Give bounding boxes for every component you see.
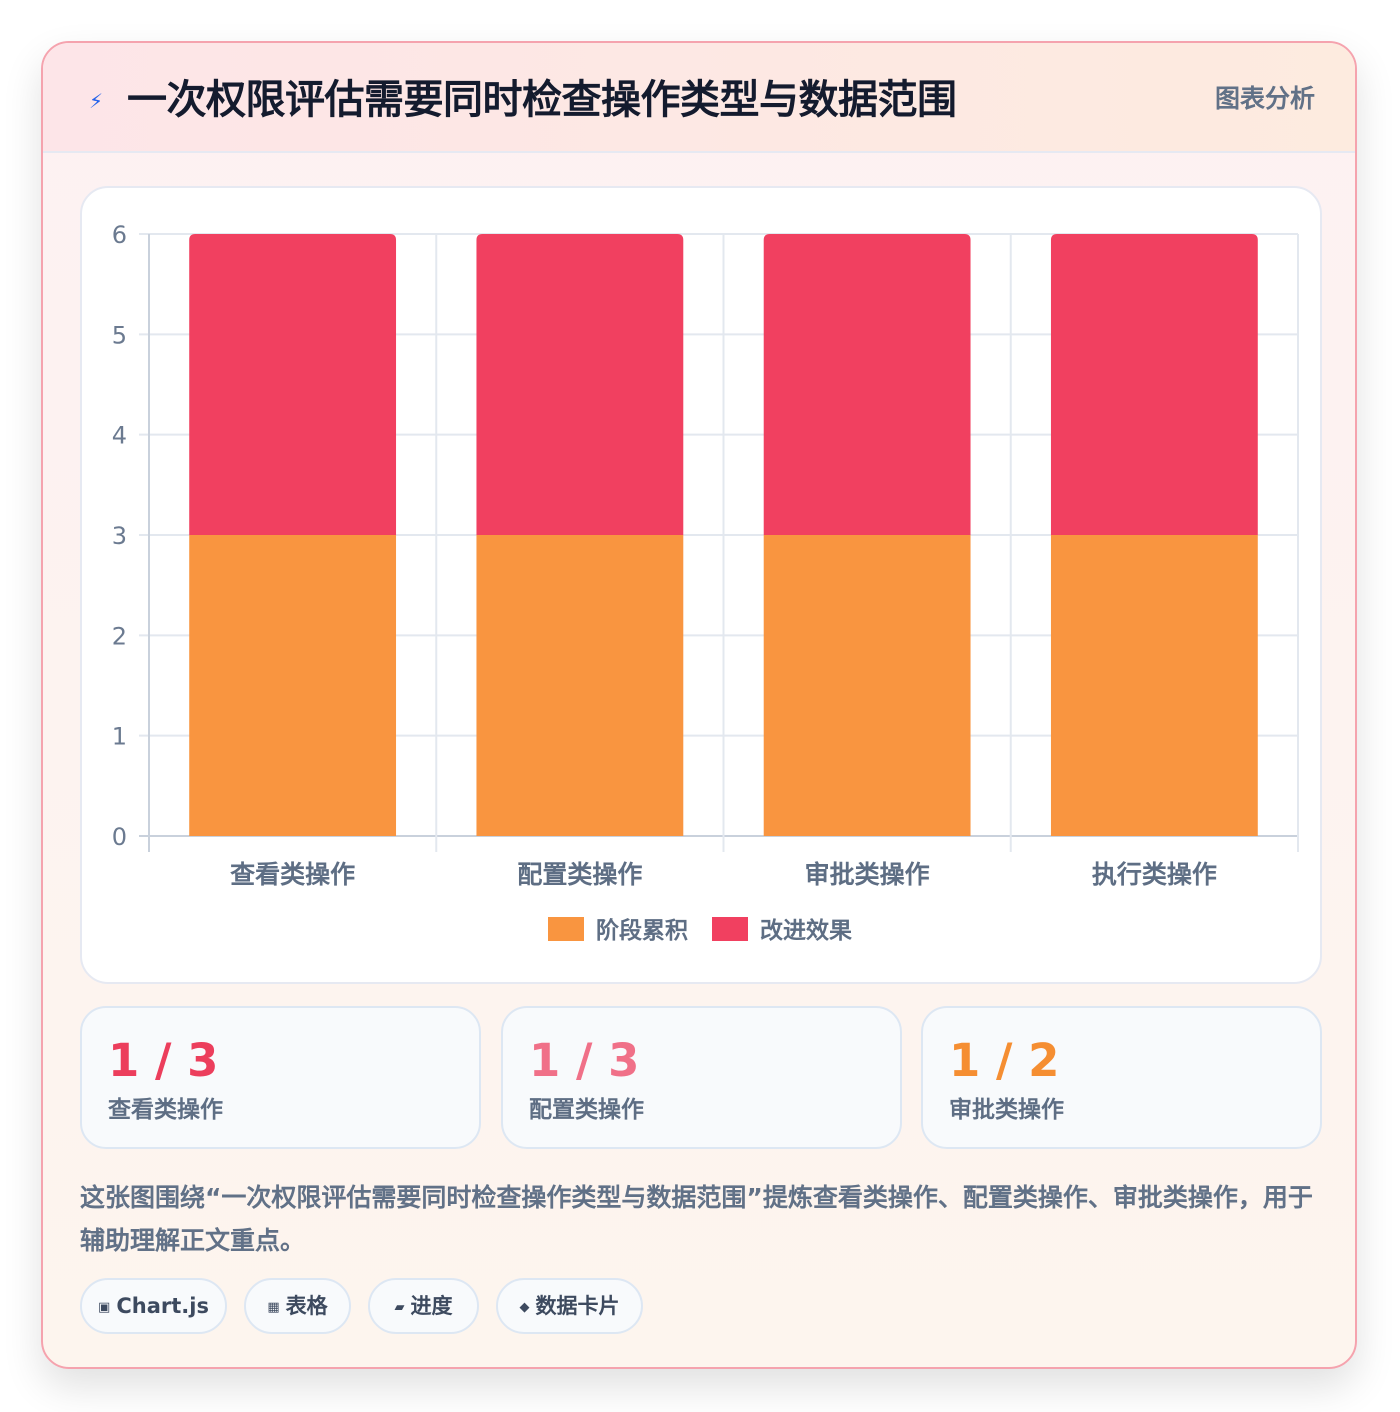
chart-icon: ▣ (98, 1300, 111, 1315)
chip-label: Chart.js (116, 1294, 209, 1318)
stat-label: 审批类操作 (949, 1097, 1064, 1123)
progress-icon: ▰ (394, 1300, 405, 1315)
x-tick-label: 执行类操作 (1092, 860, 1217, 889)
stat-value: 1 / 3 (108, 1034, 219, 1087)
stat-value: 1 / 2 (949, 1034, 1060, 1087)
bar-segment (189, 535, 397, 836)
bar-segment (1050, 535, 1258, 836)
lightning-icon: ⚡ (89, 89, 104, 113)
legend-label: 阶段累积 (596, 917, 688, 944)
chip-data-card[interactable]: ◆ 数据卡片 (496, 1278, 643, 1334)
page-title: 一次权限评估需要同时检查操作类型与数据范围 (127, 77, 957, 123)
chip-label: 表格 (285, 1294, 328, 1318)
y-tick-label: 4 (112, 422, 127, 450)
stat-label: 配置类操作 (529, 1097, 644, 1123)
legend-swatch (712, 917, 748, 941)
table-icon: ▦ (267, 1300, 280, 1315)
stat-card-1: 1 / 3 查看类操作 (80, 1006, 481, 1149)
legend-label: 改进效果 (760, 917, 852, 944)
chip-label: 数据卡片 (535, 1294, 620, 1318)
chart-description: 这张图围绕“一次权限评估需要同时检查操作类型与数据范围”提炼查看类操作、配置类操… (80, 1183, 1313, 1255)
y-tick-label: 6 (112, 221, 127, 249)
y-tick-label: 5 (112, 321, 127, 349)
bar-segment (476, 535, 684, 836)
chip-progress[interactable]: ▰ 进度 (368, 1278, 479, 1334)
y-tick-label: 1 (112, 723, 127, 751)
stat-card-3: 1 / 2 审批类操作 (921, 1006, 1322, 1149)
bar-segment (189, 234, 397, 535)
chart-card: ⚡ 一次权限评估需要同时检查操作类型与数据范围 图表分析 0 1 2 3 4 5 6 查看类操… (41, 41, 1357, 1369)
chip-table[interactable]: ▦ 表格 (244, 1278, 351, 1334)
y-tick-label: 2 (112, 622, 127, 650)
bar-segment (763, 234, 971, 535)
stat-card-2: 1 / 3 配置类操作 (501, 1006, 902, 1149)
bar-segment (763, 535, 971, 836)
stat-value: 1 / 3 (529, 1034, 640, 1087)
header-tag: 图表分析 (1214, 84, 1315, 113)
y-tick-label: 0 (112, 823, 127, 851)
bar-segment (1050, 234, 1258, 535)
chart-container: 0 1 2 3 4 5 6 查看类操作 配置类操作 审批类操作 执行类操作阶段累积 改进效果 (80, 186, 1322, 984)
x-tick-label: 审批类操作 (805, 860, 930, 889)
bar-segment (476, 234, 684, 535)
chip-label: 进度 (410, 1294, 453, 1318)
chip-chartjs[interactable]: ▣ Chart.js (80, 1278, 227, 1334)
legend-swatch (548, 917, 584, 941)
x-tick-label: 配置类操作 (517, 860, 642, 889)
y-tick-label: 3 (112, 522, 127, 550)
x-tick-label: 查看类操作 (230, 860, 355, 889)
data-card-icon: ◆ (519, 1300, 530, 1315)
card-header: ⚡ 一次权限评估需要同时检查操作类型与数据范围 图表分析 (43, 43, 1355, 153)
stat-label: 查看类操作 (108, 1097, 223, 1123)
